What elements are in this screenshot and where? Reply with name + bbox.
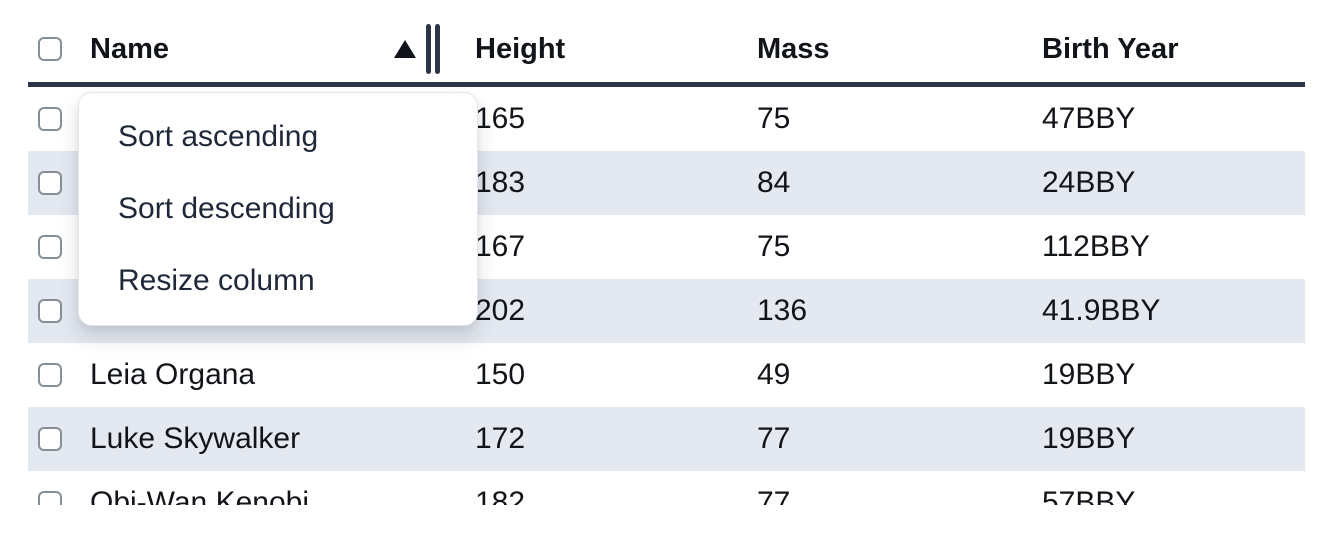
cell-birth-year: 112BBY [1042,230,1150,263]
cell-name: Luke Skywalker [90,422,301,455]
row-select-cell [28,215,80,279]
row-select-cell [28,279,80,343]
row-checkbox[interactable] [38,363,62,387]
column-context-menu: Sort ascending Sort descending Resize co… [78,92,478,326]
column-label-mass: Mass [757,32,830,65]
table-row: 167 75 112BBY [28,215,1305,279]
row-checkbox[interactable] [38,107,62,131]
column-header-birth-year[interactable]: Birth Year [1032,16,1305,82]
row-select-cell [28,407,80,471]
row-checkbox[interactable] [38,171,62,195]
cell-height: 202 [475,294,526,327]
cell-mass: 75 [757,102,791,135]
row-checkbox[interactable] [38,299,62,323]
column-label-height: Height [475,32,566,65]
row-select-cell [28,87,80,151]
column-label-name: Name [90,32,169,65]
cell-name: Obi-Wan Kenobi [90,486,309,505]
table-row: 165 75 47BBY [28,87,1305,151]
table-header-row: Name Height Mass Birth Year [28,0,1305,87]
cell-birth-year: 41.9BBY [1042,294,1161,327]
row-checkbox[interactable] [38,427,62,451]
cell-mass: 77 [757,422,791,455]
cell-birth-year: 19BBY [1042,422,1136,455]
menu-item-sort-ascending[interactable]: Sort ascending [118,120,319,153]
cell-mass: 77 [757,486,791,505]
cell-height: 182 [475,486,526,505]
column-header-name[interactable]: Name [80,16,465,82]
cell-mass: 84 [757,166,791,199]
cell-birth-year: 19BBY [1042,358,1136,391]
cell-height: 172 [475,422,526,455]
select-all-checkbox[interactable] [38,37,62,61]
table-viewport: Name Height Mass Birth Year 165 75 47BBY [28,0,1305,505]
column-label-birth-year: Birth Year [1042,32,1179,65]
menu-item-sort-descending[interactable]: Sort descending [118,192,335,225]
cell-height: 167 [475,230,526,263]
column-header-mass[interactable]: Mass [747,16,1032,82]
table-body: 165 75 47BBY 183 84 24BBY 167 75 112BBY [28,87,1305,505]
menu-item-resize-column[interactable]: Resize column [118,264,315,297]
row-select-cell [28,343,80,407]
table-row: Luke Skywalker 172 77 19BBY [28,407,1305,471]
column-header-height[interactable]: Height [465,16,747,82]
cell-height: 165 [475,102,526,135]
row-select-cell [28,151,80,215]
table-row: Obi-Wan Kenobi 182 77 57BBY [28,471,1305,505]
cell-birth-year: 57BBY [1042,486,1136,505]
cell-birth-year: 24BBY [1042,166,1136,199]
cell-mass: 49 [757,358,791,391]
table-row: Leia Organa 150 49 19BBY [28,343,1305,407]
column-resize-handle[interactable] [426,24,440,74]
cell-mass: 75 [757,230,791,263]
sort-ascending-icon [394,40,416,58]
header-select-cell [28,16,80,82]
cell-name: Leia Organa [90,358,256,391]
row-checkbox[interactable] [38,491,62,505]
cell-height: 150 [475,358,526,391]
cell-height: 183 [475,166,526,199]
table-row: 202 136 41.9BBY [28,279,1305,343]
row-select-cell [28,471,80,505]
cell-mass: 136 [757,294,808,327]
row-checkbox[interactable] [38,235,62,259]
cell-birth-year: 47BBY [1042,102,1136,135]
